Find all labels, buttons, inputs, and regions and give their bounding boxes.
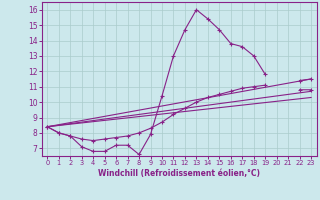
X-axis label: Windchill (Refroidissement éolien,°C): Windchill (Refroidissement éolien,°C) [98, 169, 260, 178]
